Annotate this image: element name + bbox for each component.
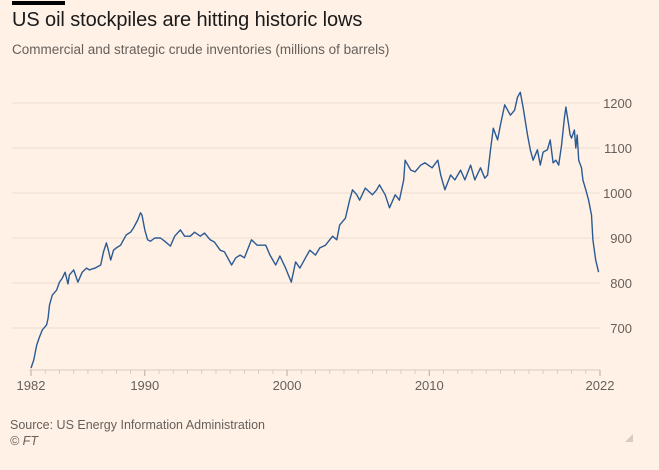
chart-title: US oil stockpiles are hitting historic l… — [12, 9, 363, 31]
chart-subtitle: Commercial and strategic crude inventori… — [12, 42, 390, 57]
x-axis-labels: 1982 1990 2000 2010 2022 — [17, 378, 615, 393]
y-tick-label: 900 — [610, 231, 632, 246]
ft-header-bar — [12, 1, 65, 5]
x-axis — [29, 369, 601, 376]
series-line-inventories — [30, 91, 600, 369]
y-tick-label: 700 — [610, 321, 632, 336]
x-tick-label: 2000 — [273, 378, 302, 393]
y-tick-label: 1100 — [604, 141, 632, 156]
copyright-note: © FT — [10, 434, 38, 448]
x-tick-label: 2010 — [415, 378, 444, 393]
gridlines — [12, 102, 600, 329]
y-tick-label: 1000 — [603, 186, 632, 201]
x-tick-label: 2022 — [586, 378, 615, 393]
x-tick-label: 1990 — [130, 378, 159, 393]
y-tick-label: 800 — [610, 276, 632, 291]
series-layer — [30, 91, 600, 369]
y-tick-label: 1200 — [603, 96, 632, 111]
x-tick-label: 1982 — [17, 378, 46, 393]
y-axis-labels: 700 800 900 1000 1100 1200 — [603, 96, 632, 336]
source-note: Source: US Energy Information Administra… — [10, 418, 265, 432]
resize-grip-icon[interactable] — [625, 434, 633, 442]
